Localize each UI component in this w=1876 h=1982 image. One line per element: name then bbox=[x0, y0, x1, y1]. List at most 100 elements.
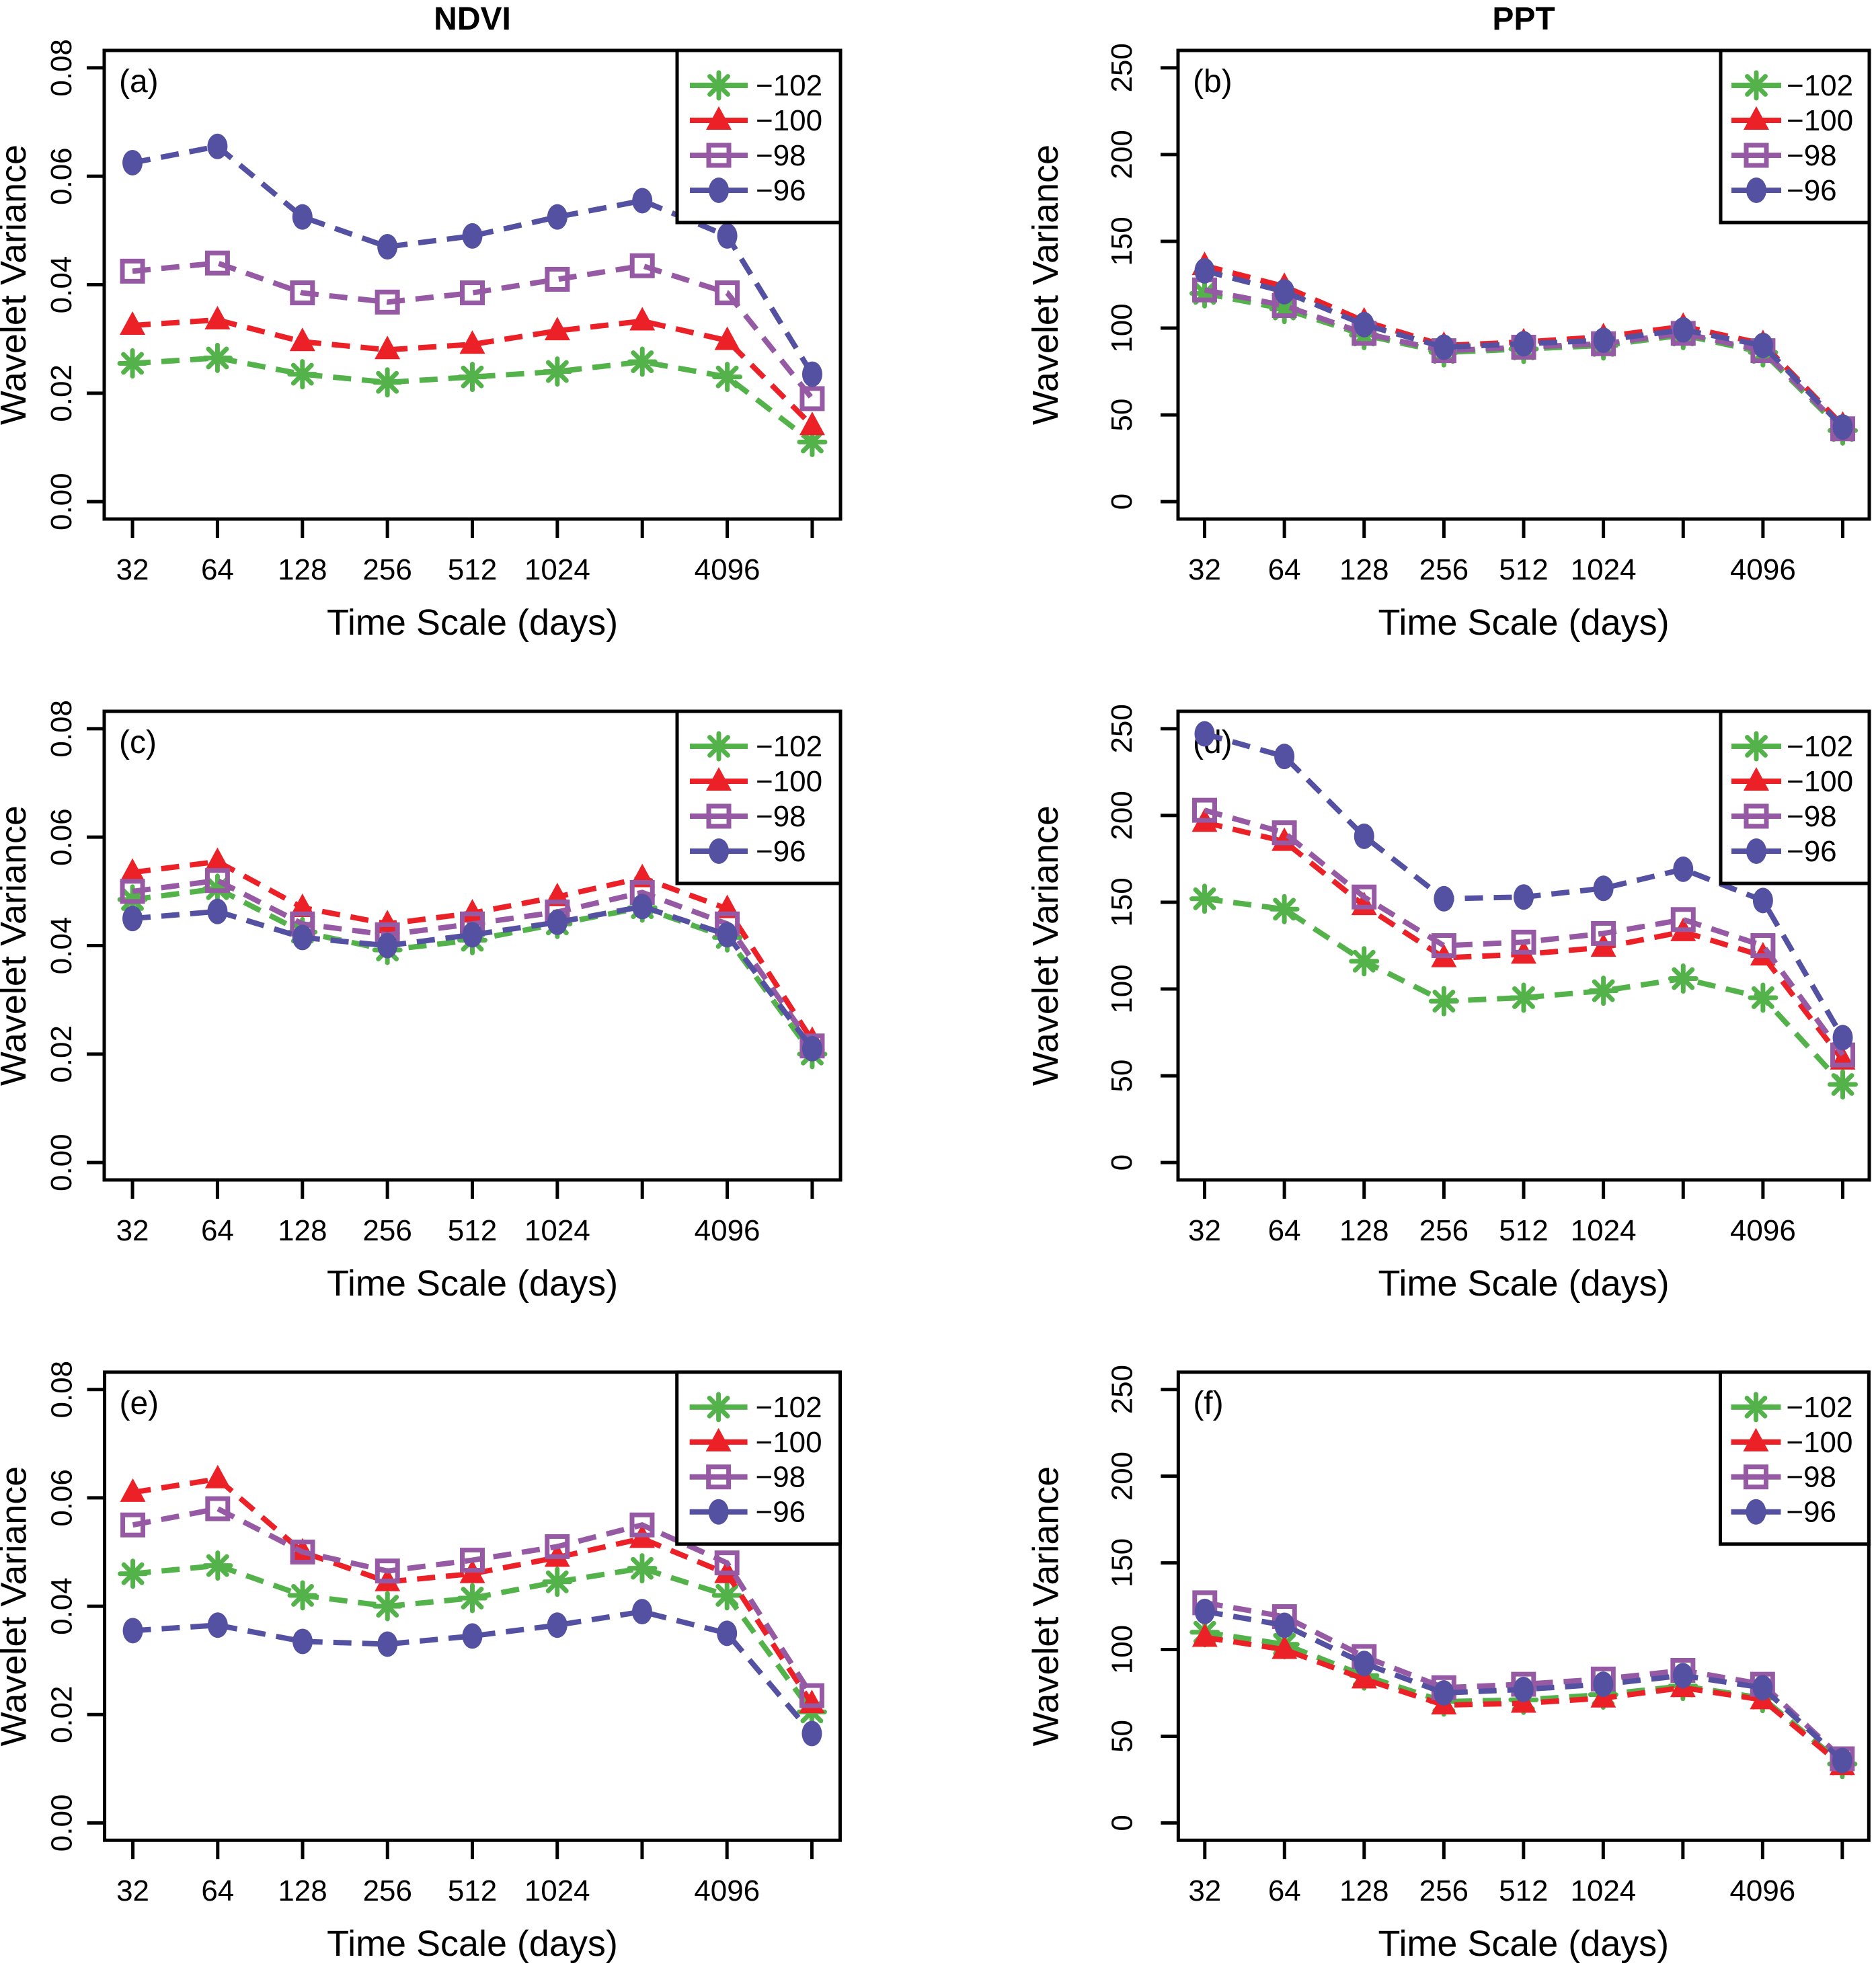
legend-label: −102 bbox=[756, 1391, 822, 1424]
asterisk-marker bbox=[703, 70, 734, 101]
circle-marker bbox=[1752, 1675, 1773, 1701]
asterisk-marker bbox=[372, 1591, 403, 1622]
legend-label: −100 bbox=[756, 104, 822, 137]
asterisk-spoke bbox=[631, 1556, 654, 1580]
x-tick-label: 128 bbox=[1339, 1214, 1389, 1247]
asterisk-marker bbox=[457, 362, 487, 393]
y-tick-label: 0 bbox=[1105, 493, 1138, 510]
x-axis-title: Time Scale (days) bbox=[327, 1924, 618, 1964]
triangle-marker bbox=[120, 858, 146, 882]
circle-marker bbox=[1194, 1598, 1215, 1624]
asterisk-spoke bbox=[461, 365, 484, 389]
x-tick-label: 1024 bbox=[1570, 1874, 1636, 1907]
square-marker bbox=[629, 253, 655, 278]
asterisk-marker bbox=[1748, 982, 1779, 1013]
series-minus96 bbox=[1194, 721, 1853, 1051]
square-marker bbox=[460, 1548, 485, 1573]
circle-marker bbox=[1673, 317, 1694, 343]
y-tick-label: 0.08 bbox=[45, 700, 78, 758]
x-tick-label: 512 bbox=[448, 553, 497, 586]
square-marker bbox=[205, 1496, 231, 1521]
square-marker bbox=[290, 1539, 315, 1564]
square-marker bbox=[706, 1464, 732, 1490]
x-tick-label: 128 bbox=[1339, 553, 1389, 586]
y-tick-label: 0.06 bbox=[46, 1469, 79, 1527]
circle-marker bbox=[207, 133, 228, 159]
circle-marker bbox=[1673, 856, 1694, 882]
circle-marker bbox=[1513, 1676, 1534, 1702]
x-tick-label: 32 bbox=[1188, 1874, 1221, 1907]
series-minus98 bbox=[1191, 277, 1856, 442]
circle-marker bbox=[1514, 331, 1534, 357]
asterisk-spoke bbox=[1672, 967, 1695, 990]
square-marker bbox=[545, 1534, 570, 1559]
x-tick-label: 32 bbox=[1188, 1214, 1221, 1247]
asterisk-spoke bbox=[376, 1595, 399, 1618]
asterisk-spoke bbox=[707, 74, 730, 97]
circle-marker bbox=[1832, 1025, 1853, 1051]
asterisk-spoke bbox=[801, 430, 824, 454]
x-axis-title: Time Scale (days) bbox=[1378, 1263, 1669, 1304]
x-tick-label: 4096 bbox=[1729, 1874, 1795, 1907]
square-marker bbox=[715, 280, 740, 306]
circle-marker bbox=[207, 898, 228, 924]
series-line bbox=[1204, 896, 1845, 1086]
y-tick-label: 200 bbox=[1105, 130, 1138, 179]
circle-marker bbox=[632, 188, 653, 214]
circle-marker bbox=[292, 204, 313, 230]
asterisk-spoke bbox=[1592, 979, 1615, 1002]
x-tick-label: 1024 bbox=[524, 1874, 590, 1907]
triangle-marker bbox=[289, 894, 315, 918]
series-line bbox=[132, 1562, 814, 1714]
asterisk-marker bbox=[1740, 1392, 1771, 1423]
asterisk-spoke bbox=[1831, 1073, 1854, 1096]
y-tick-label: 50 bbox=[1105, 1720, 1138, 1753]
triangle-marker bbox=[799, 411, 825, 436]
asterisk-spoke bbox=[1352, 949, 1376, 973]
triangle-marker bbox=[1743, 1427, 1769, 1452]
circle-marker bbox=[632, 894, 653, 920]
circle-marker bbox=[802, 1035, 822, 1062]
asterisk-marker bbox=[703, 731, 734, 762]
y-tick-label: 0.02 bbox=[46, 1686, 79, 1743]
asterisk-marker bbox=[1508, 982, 1539, 1013]
x-tick-label: 1024 bbox=[1571, 1214, 1637, 1247]
circle-marker bbox=[1434, 334, 1454, 360]
asterisk-marker bbox=[1428, 986, 1459, 1017]
circle-marker bbox=[462, 922, 483, 948]
circle-marker bbox=[709, 177, 729, 203]
legend-box bbox=[1719, 709, 1871, 885]
asterisk-spoke bbox=[715, 1584, 739, 1607]
y-tick-label: 150 bbox=[1105, 877, 1138, 926]
legend: −102−100−98−96 bbox=[1719, 1370, 1871, 1546]
circle-marker bbox=[1354, 823, 1374, 849]
asterisk-marker bbox=[1668, 963, 1698, 994]
triangle-marker bbox=[1744, 767, 1769, 791]
asterisk-spoke bbox=[631, 350, 654, 373]
square-marker bbox=[375, 289, 400, 315]
asterisk-marker bbox=[202, 1550, 233, 1581]
panel-label: (e) bbox=[120, 1386, 159, 1421]
asterisk-marker bbox=[287, 1580, 318, 1611]
series-minus98 bbox=[120, 1496, 824, 1708]
asterisk-spoke bbox=[707, 1395, 730, 1419]
asterisk-marker bbox=[542, 1567, 573, 1597]
triangle-marker bbox=[204, 847, 231, 871]
circle-marker bbox=[1354, 311, 1374, 338]
square-marker bbox=[799, 1683, 824, 1708]
asterisk-marker bbox=[287, 359, 318, 390]
y-tick-label: 0.06 bbox=[45, 808, 78, 866]
series-minus96 bbox=[1194, 257, 1853, 440]
square-marker bbox=[460, 280, 485, 306]
triangle-marker bbox=[459, 330, 485, 354]
legend-label: −102 bbox=[756, 730, 822, 763]
legend-box bbox=[675, 48, 843, 225]
square-marker bbox=[120, 879, 145, 904]
series-minus96 bbox=[122, 894, 822, 1062]
legend-box bbox=[1719, 48, 1871, 225]
square-marker bbox=[1750, 933, 1776, 958]
triangle-marker bbox=[1744, 106, 1769, 130]
circle-marker bbox=[1354, 1651, 1374, 1677]
square-marker bbox=[1272, 820, 1297, 846]
circle-marker bbox=[1672, 1663, 1693, 1689]
